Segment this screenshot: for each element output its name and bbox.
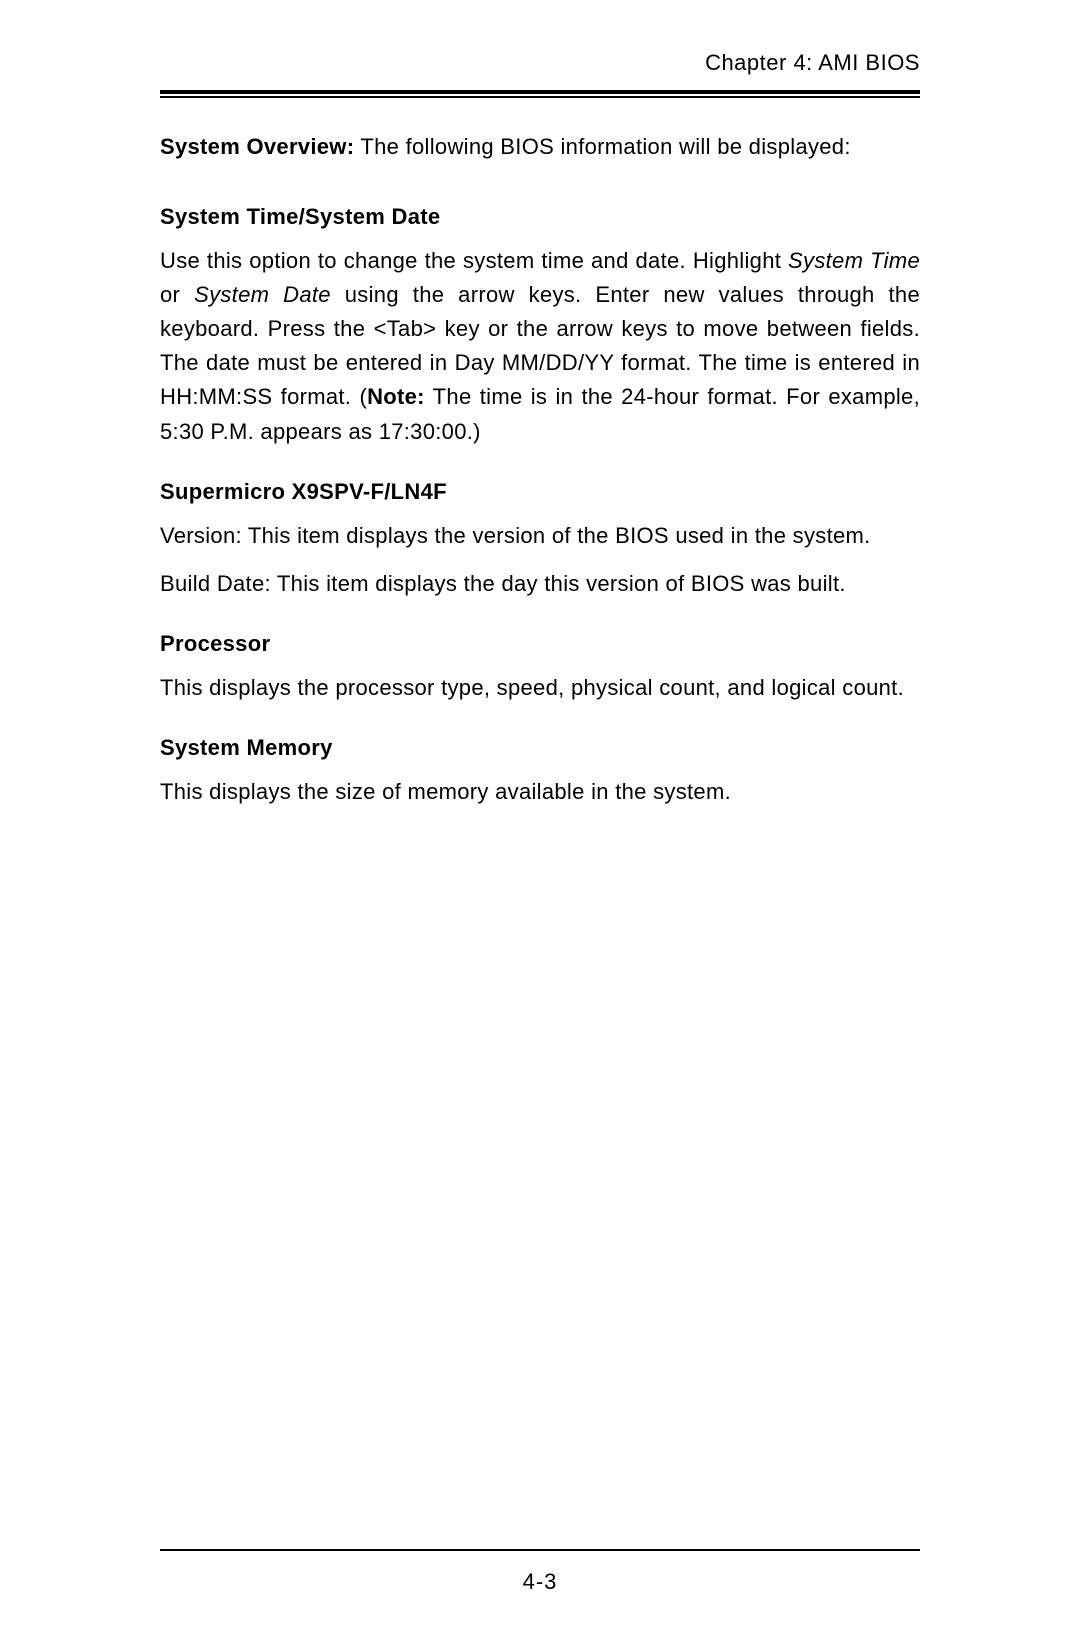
note-bold: Note:	[367, 384, 425, 409]
overview-line: System Overview: The following BIOS info…	[160, 130, 920, 164]
footer: 4-3	[160, 1549, 920, 1595]
body-time-date: Use this option to change the system tim…	[160, 244, 920, 449]
text-fragment: Use this option to change the system tim…	[160, 248, 788, 273]
footer-rule	[160, 1549, 920, 1551]
section-processor: Processor This displays the processor ty…	[160, 631, 920, 705]
page: Chapter 4: AMI BIOS System Overview: The…	[0, 0, 1080, 1650]
heading-processor: Processor	[160, 631, 920, 657]
section-system-time-date: System Time/System Date Use this option …	[160, 204, 920, 449]
overview-text: The following BIOS information will be d…	[354, 134, 850, 159]
italic-text: System Time	[788, 248, 920, 273]
header-rule	[160, 90, 920, 98]
text-fragment: or	[160, 282, 194, 307]
italic-text: Sys­tem Date	[194, 282, 331, 307]
heading-supermicro: Supermicro X9SPV-F/LN4F	[160, 479, 920, 505]
body-memory: This displays the size of memory availab…	[160, 775, 920, 809]
body-supermicro-version: Version: This item displays the version …	[160, 519, 920, 553]
heading-memory: System Memory	[160, 735, 920, 761]
section-supermicro: Supermicro X9SPV-F/LN4F Version: This it…	[160, 479, 920, 601]
overview-label: System Overview:	[160, 134, 354, 159]
content: System Overview: The following BIOS info…	[160, 130, 920, 809]
section-memory: System Memory This displays the size of …	[160, 735, 920, 809]
body-supermicro-builddate: Build Date: This item displays the day t…	[160, 567, 920, 601]
header-chapter: Chapter 4: AMI BIOS	[160, 50, 920, 90]
page-number: 4-3	[160, 1569, 920, 1595]
heading-time-date: System Time/System Date	[160, 204, 920, 230]
body-processor: This displays the processor type, speed,…	[160, 671, 920, 705]
